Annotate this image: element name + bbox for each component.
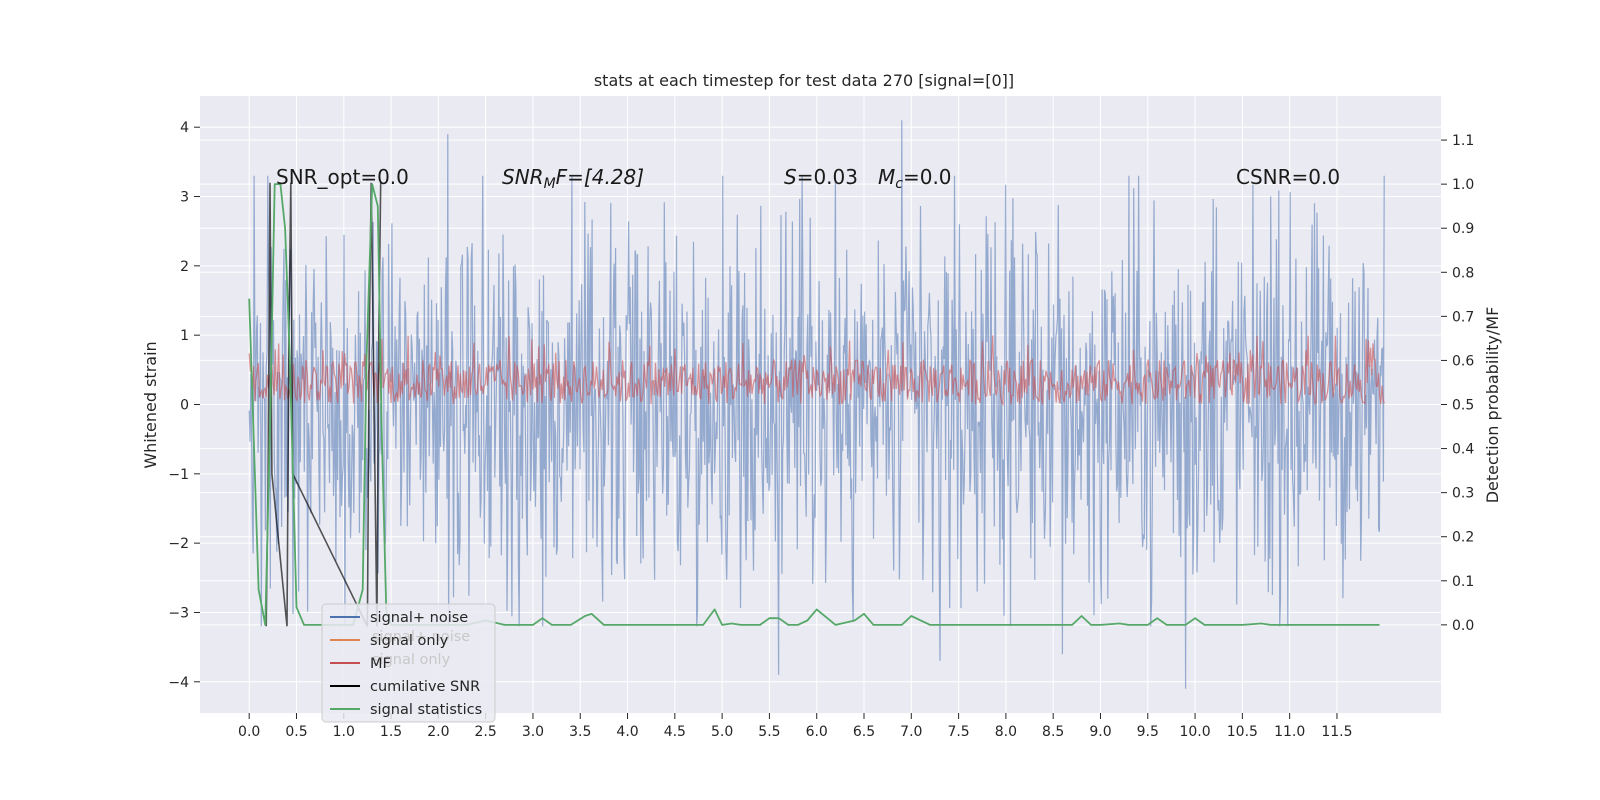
annotation-snr-opt: SNR_opt=0.0 — [276, 165, 409, 189]
annotation-s-value: =0.03 — [797, 165, 858, 189]
right-tick-label: 0.7 — [1452, 309, 1474, 325]
annotation-mc-subscript: c — [895, 176, 903, 192]
annotation-snr-mf-symbol: SNR — [502, 165, 544, 189]
x-tick-label: 5.0 — [711, 724, 733, 740]
legend-label-signal-only: signal only — [370, 633, 449, 649]
mf-trace — [248, 335, 1385, 407]
annotation-mc-symbol: M — [878, 165, 895, 189]
right-tick-label: 1.0 — [1452, 177, 1474, 193]
annotation-csnr: CSNR=0.0 — [1236, 165, 1340, 189]
x-tick-label: 9.0 — [1089, 724, 1111, 740]
right-tick-label: 0.1 — [1452, 574, 1474, 590]
x-tick-label: 6.5 — [853, 724, 875, 740]
x-tick-label: 2.5 — [475, 724, 497, 740]
x-tick-label: 10.0 — [1179, 724, 1210, 740]
legend: signal+ noise signal only signal+ noise … — [321, 603, 496, 723]
y-tick-label: −2 — [168, 536, 189, 552]
cumulative-snr-trace — [265, 182, 382, 627]
x-tick-label: 0.5 — [285, 724, 307, 740]
annotation-s-symbol: S — [784, 165, 797, 189]
annotation-snr-mf: SNRMF=[4.28] — [502, 165, 644, 192]
right-tick-label: 1.1 — [1452, 133, 1474, 149]
x-axis-ticks: 0.0 0.5 1.0 1.5 2.0 2.5 3.0 3.5 4.0 4.5 5.0 5.5 6.0 6… — [238, 713, 1353, 740]
y-tick-label: 3 — [180, 190, 189, 206]
legend-label-cumulative-snr: cumilative SNR — [370, 679, 480, 695]
x-tick-label: 9.5 — [1137, 724, 1159, 740]
x-tick-label: 11.5 — [1321, 724, 1352, 740]
x-tick-label: 0.0 — [238, 724, 260, 740]
legend-ghost-1: signal+ noise — [372, 629, 470, 645]
y-tick-label: −3 — [168, 605, 189, 621]
x-tick-label: 8.5 — [1042, 724, 1064, 740]
legend-label-signal-noise: signal+ noise — [370, 610, 468, 626]
mf-line — [248, 335, 1385, 407]
annotation-snr-mf-value: F=[4.28] — [556, 165, 644, 189]
x-tick-label: 10.5 — [1227, 724, 1258, 740]
y-tick-label: 0 — [180, 398, 189, 414]
x-tick-label: 7.0 — [900, 724, 922, 740]
y-tick-label: 1 — [180, 328, 189, 344]
x-tick-label: 11.0 — [1274, 724, 1305, 740]
y-axis-ticks-right: 1.1 1.0 0.9 0.8 0.7 0.6 0.5 0.4 0.3 0.2 0.1 0.0 — [1441, 133, 1474, 634]
legend-label-signal-statistics: signal statistics — [370, 702, 482, 718]
legend-box — [321, 603, 496, 723]
x-tick-label: 5.5 — [758, 724, 780, 740]
x-tick-label: 7.5 — [947, 724, 969, 740]
annotation-snr-mf-subscript: M — [544, 176, 556, 192]
y-tick-label: −1 — [168, 467, 189, 483]
right-tick-label: 0.0 — [1452, 618, 1474, 634]
right-tick-label: 0.3 — [1452, 486, 1474, 502]
right-tick-label: 0.8 — [1452, 265, 1474, 281]
signal-statistics-trace — [248, 183, 1380, 626]
x-tick-label: 6.0 — [806, 724, 828, 740]
x-tick-label: 3.0 — [522, 724, 544, 740]
x-tick-label: 8.0 — [995, 724, 1017, 740]
right-tick-label: 0.4 — [1452, 442, 1474, 458]
x-tick-label: 4.5 — [664, 724, 686, 740]
right-tick-label: 0.2 — [1452, 530, 1474, 546]
x-tick-label: 4.0 — [616, 724, 638, 740]
right-tick-label: 0.5 — [1452, 398, 1474, 414]
x-tick-label: 1.5 — [380, 724, 402, 740]
cumulative-snr-line — [265, 182, 382, 627]
legend-label-mf: MF — [370, 656, 391, 672]
y-axis-label-left: Whitened strain — [141, 341, 160, 468]
right-tick-label: 0.6 — [1452, 353, 1474, 369]
y-axis-ticks-left: 4 3 2 1 0 −1 −2 −3 −4 — [168, 120, 200, 691]
signal-statistics-line — [248, 183, 1380, 626]
annotation-s: S=0.03 — [784, 165, 858, 189]
x-tick-label: 3.5 — [569, 724, 591, 740]
annotation-mc-value: =0.0 — [903, 165, 952, 189]
y-tick-label: 4 — [180, 120, 189, 136]
legend-ghost-2: signal only — [372, 652, 451, 668]
x-tick-label: 1.0 — [333, 724, 355, 740]
y-tick-label: −4 — [168, 675, 189, 691]
y-tick-label: 2 — [180, 259, 189, 275]
y-axis-label-right: Detection probability/MF — [1483, 307, 1502, 504]
annotation-mc: Mc=0.0 — [878, 165, 952, 192]
right-tick-label: 0.9 — [1452, 221, 1474, 237]
x-tick-label: 2.0 — [427, 724, 449, 740]
chart-title: stats at each timestep for test data 270… — [594, 71, 1014, 90]
